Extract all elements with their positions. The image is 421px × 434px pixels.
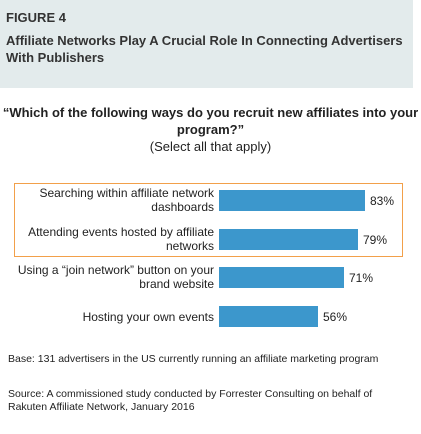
category-label: Hosting your own events [82,310,214,324]
value-label: 83% [370,194,395,208]
value-label: 79% [363,233,388,247]
value-label: 71% [349,271,374,285]
base-note: Base: 131 advertisers in the US currentl… [8,353,379,365]
source-note: Source: A commissioned study conducted b… [8,388,373,413]
figure-label: FIGURE 4 [6,10,66,25]
bar [219,229,358,250]
bar [219,306,318,327]
category-label: Searching within affiliate network dashb… [39,186,214,214]
category-label: Attending events hosted by affiliate net… [28,225,214,253]
highlight-box [14,183,403,257]
category-label: Using a “join network” button on your br… [17,263,214,291]
survey-question: “Which of the following ways do you recr… [2,105,419,137]
bar [219,267,344,288]
figure-title: Affiliate Networks Play A Crucial Role I… [6,33,403,65]
bar [219,190,365,211]
value-label: 56% [323,310,348,324]
survey-question-subtext: (Select all that apply) [149,139,272,154]
figure-header: FIGURE 4 Affiliate Networks Play A Cruci… [0,0,413,88]
